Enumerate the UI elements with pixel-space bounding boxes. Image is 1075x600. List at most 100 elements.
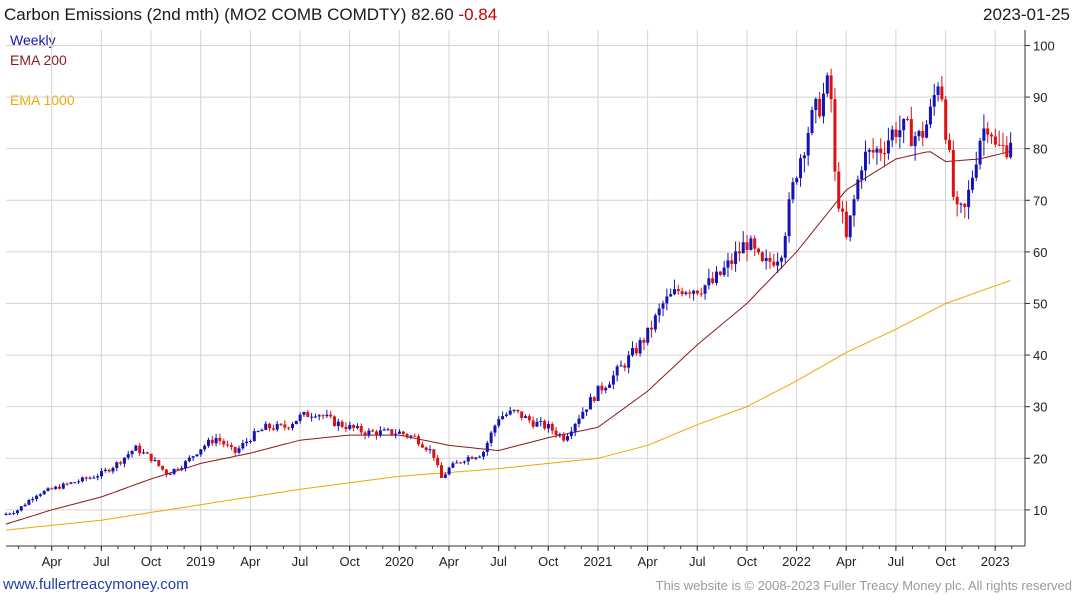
candle-body [779,257,783,262]
candle-body [310,416,314,418]
candle-body [883,153,887,155]
candle-body [776,261,780,266]
ema200-line [5,150,1011,525]
y-tick-label: 10 [1033,503,1047,518]
candle-body [585,409,589,412]
candle-body [630,347,634,356]
candle-body [993,136,997,145]
last-price: 82.60 [411,5,454,24]
candle-body [932,95,936,107]
candle-body [760,252,764,262]
instrument-name: Carbon Emissions (2nd mth) (MO2 COMB COM… [4,5,407,24]
candle-body [107,469,111,472]
y-tick-label: 80 [1033,142,1047,157]
candle-body [680,291,684,295]
candle-body [119,462,123,464]
candle-body [203,445,207,450]
candle-body [577,418,581,424]
candle-body [646,327,650,343]
candle-body [768,257,772,262]
x-tick-label: Apr [637,554,658,569]
candle-body [867,149,871,152]
candle-body [474,457,478,459]
candle-body [856,179,860,200]
candle-body [375,431,379,436]
site-link[interactable]: www.fullertreacymoney.com [3,576,189,593]
candle-body [990,134,994,137]
candle-body [959,203,963,205]
candle-body [298,414,302,421]
candle-body [436,457,440,466]
candle-body [512,409,516,411]
candle-body [176,468,180,470]
x-tick-label: 2022 [782,554,811,569]
candle-body [894,129,898,138]
candle-body [355,426,359,428]
candle-body [550,423,554,431]
candle-body [921,131,925,138]
candle-body [19,506,23,511]
candle-body [653,315,657,330]
candle-body [478,456,482,458]
candle-body [394,433,398,435]
y-tick-label: 30 [1033,400,1047,415]
x-tick-label: Jul [888,554,905,569]
candle-body [741,242,745,254]
candle-body [573,423,577,432]
candle-body [218,437,222,441]
candle-body [23,504,27,507]
candle-body [371,430,375,432]
candle-body [206,439,210,446]
candle-body [115,462,119,468]
candle-body [359,426,363,433]
candle-body [516,409,520,412]
chart-title: Carbon Emissions (2nd mth) (MO2 COMB COM… [4,5,497,25]
candle-body [558,434,562,436]
y-tick-label: 20 [1033,451,1047,466]
candle-body [531,420,535,427]
candle-body [669,294,673,297]
candle-body [661,303,665,309]
candle-body [35,495,39,499]
candle-body [821,93,825,117]
candle-body [844,211,848,238]
candle-body [810,110,814,134]
candle-body [50,488,54,490]
candle-body [1005,145,1009,158]
candle-body [363,432,367,436]
candle-body [405,434,409,437]
candle-body [229,445,233,448]
candle-body [940,86,944,100]
candle-body [27,500,31,505]
candle-body [799,158,803,179]
candle-body [615,366,619,376]
candle-body [96,476,100,478]
candle-body [199,449,203,455]
candle-body [501,416,505,420]
candle-body [157,460,161,466]
candle-body [57,486,61,489]
candle-body [145,452,149,454]
candle-body [164,469,168,475]
candle-body [420,444,424,448]
y-tick-label: 90 [1033,90,1047,105]
legend-ema200: EMA 200 [10,52,67,68]
candle-body [948,139,952,150]
candle-body [130,450,134,455]
candle-body [210,439,214,444]
candle-body [153,460,157,462]
candle-body [321,415,325,417]
candle-body [634,347,638,354]
candle-body [470,457,474,459]
y-tick-label: 100 [1033,38,1055,53]
copyright-notice: This website is © 2008-2023 Fuller Treac… [655,578,1072,593]
candle-body [439,465,443,478]
candle-body [443,474,447,478]
candle-body [642,340,646,343]
chart-date: 2023-01-25 [983,5,1070,24]
candle-body [378,430,382,436]
candle-body [535,421,539,427]
candle-body [382,429,386,431]
candle-body [126,454,130,458]
candle-body [917,131,921,137]
